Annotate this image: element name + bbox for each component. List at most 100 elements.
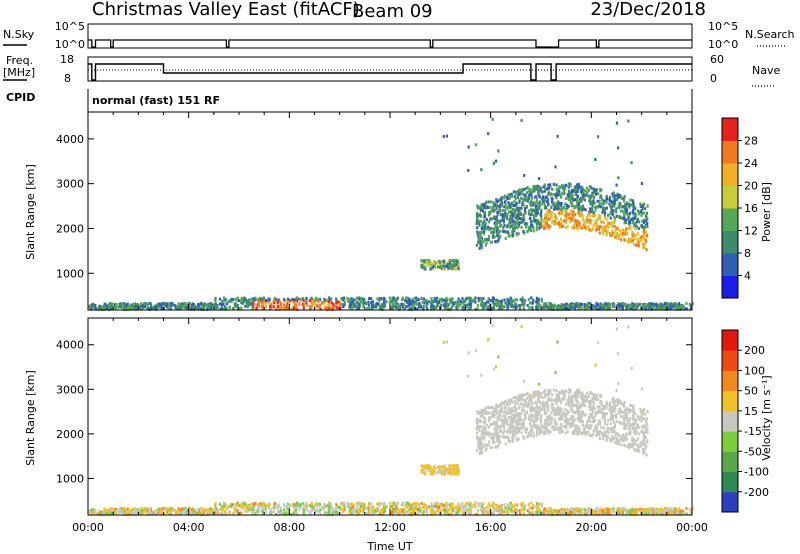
power-echo <box>560 307 564 311</box>
power-echo <box>516 189 519 193</box>
power-echo <box>395 299 398 303</box>
power-echo <box>557 306 560 310</box>
velocity-echo <box>148 507 151 511</box>
power-echo <box>549 211 553 215</box>
power-echo <box>607 304 610 308</box>
power-echo <box>493 227 496 231</box>
power-echo <box>521 203 524 207</box>
power-echo <box>483 219 486 223</box>
velocity-echo <box>384 509 387 513</box>
velocity-echo <box>691 507 694 511</box>
power-echo <box>529 200 532 204</box>
power-echo <box>531 223 534 227</box>
velocity-echo <box>126 507 129 511</box>
power-echo <box>653 303 656 307</box>
power-echo <box>570 303 573 307</box>
power-echo <box>504 301 507 305</box>
power-echo <box>295 306 298 310</box>
power-echo <box>503 230 506 234</box>
velocity-echo <box>526 509 529 513</box>
power-echo <box>596 303 600 307</box>
power-echo <box>518 201 521 205</box>
power-echo <box>514 197 517 201</box>
velocity-echo <box>476 417 479 421</box>
velocity-echo <box>362 506 365 510</box>
velocity-echo <box>422 510 425 514</box>
velocity-echo <box>536 505 539 509</box>
velocity-echo <box>134 512 137 516</box>
power-echo <box>355 307 358 311</box>
power-echo <box>262 299 266 303</box>
power-echo <box>619 194 622 198</box>
velocity-echo <box>526 391 529 395</box>
power-echo <box>587 225 590 229</box>
velocity-echo <box>639 441 642 445</box>
power-echo <box>619 231 623 235</box>
power-echo <box>155 306 158 310</box>
power-echo <box>624 203 627 207</box>
velocity-echo <box>509 501 512 505</box>
power-echo <box>536 300 539 304</box>
velocity-echo <box>177 507 180 511</box>
power-echo <box>578 199 581 203</box>
velocity-echo <box>349 507 352 511</box>
power-echo <box>425 304 428 308</box>
power-echo <box>487 132 490 136</box>
velocity-echo <box>651 507 654 511</box>
power-echo <box>370 301 373 305</box>
velocity-echo <box>468 503 471 507</box>
velocity-echo <box>450 468 453 472</box>
power-echo <box>558 202 561 206</box>
power-echo <box>643 305 646 309</box>
velocity-echo <box>303 508 306 512</box>
velocity-echo <box>635 439 638 443</box>
power-echo <box>587 188 591 192</box>
velocity-echo <box>375 507 378 511</box>
power-echo <box>247 300 250 304</box>
power-echo <box>500 202 503 206</box>
velocity-echo <box>305 505 308 509</box>
velocity-echo <box>491 502 494 506</box>
velocity-echo <box>477 504 480 508</box>
power-echo <box>390 300 394 304</box>
power-echo <box>523 206 527 210</box>
power-echo <box>581 205 584 209</box>
velocity-echo <box>512 395 516 399</box>
power-echo <box>537 298 540 302</box>
power-echo <box>547 223 550 227</box>
power-echo <box>534 210 537 214</box>
power-echo <box>126 302 129 306</box>
power-echo <box>218 302 222 306</box>
velocity-echo <box>618 510 621 514</box>
power-scatter <box>88 117 694 311</box>
power-echo <box>574 306 577 310</box>
power-echo <box>482 304 486 308</box>
power-echo <box>660 302 663 306</box>
power-echo <box>293 298 296 302</box>
velocity-echo <box>538 410 541 414</box>
power-echo <box>490 227 493 231</box>
power-echo <box>522 203 525 207</box>
power-echo <box>576 194 579 198</box>
power-echo <box>645 302 648 306</box>
power-echo <box>604 227 607 231</box>
power-echo <box>235 299 238 303</box>
power-echo <box>424 265 427 269</box>
power-echo <box>618 215 621 219</box>
power-echo <box>537 206 540 210</box>
power-echo <box>445 134 449 138</box>
power-echo <box>612 231 615 235</box>
velocity-echo <box>457 502 460 506</box>
power-echo <box>499 305 502 309</box>
power-echo <box>150 304 153 308</box>
velocity-echo <box>393 504 396 508</box>
velocity-echo <box>273 506 276 510</box>
power-echo <box>480 226 484 230</box>
velocity-echo <box>412 508 416 512</box>
power-echo <box>562 219 565 223</box>
power-echo <box>496 212 500 216</box>
power-echo <box>650 307 653 311</box>
velocity-echo <box>637 437 640 441</box>
power-echo <box>447 259 450 263</box>
power-echo <box>613 224 616 228</box>
